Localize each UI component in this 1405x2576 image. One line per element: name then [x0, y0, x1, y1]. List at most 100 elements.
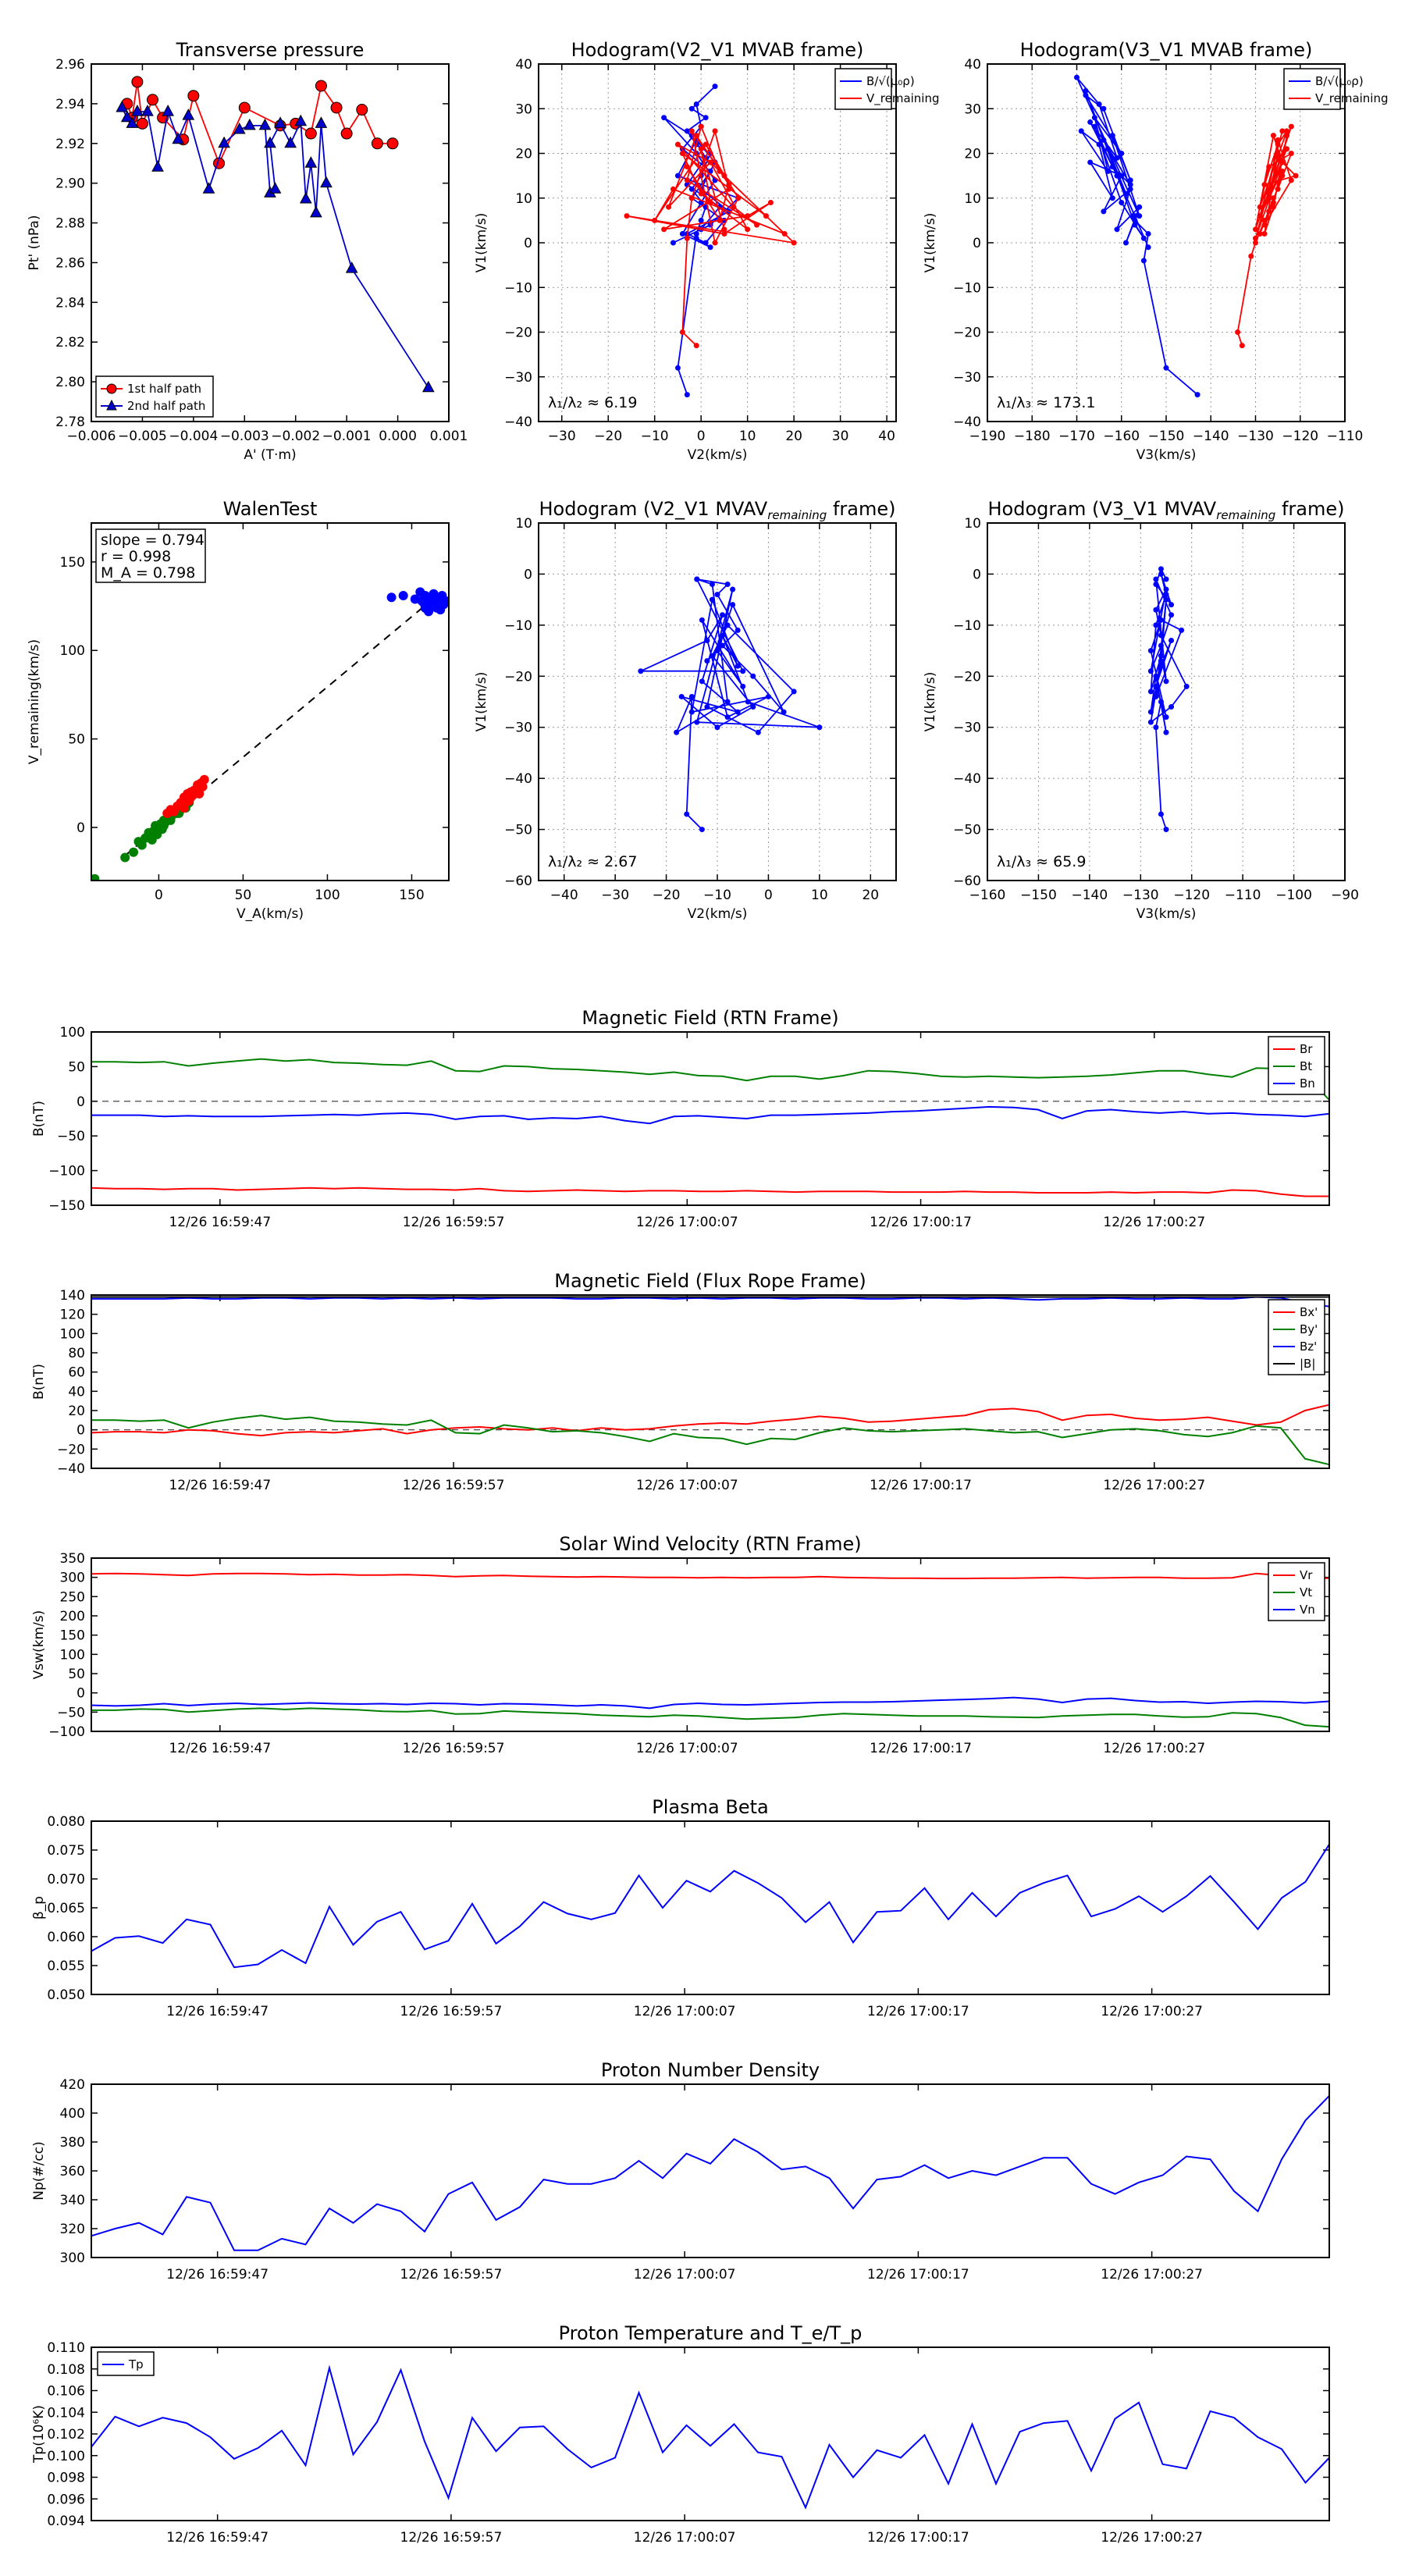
- y-tick-label: 20: [964, 147, 981, 162]
- data-point-b-: [684, 128, 690, 134]
- y-tick-label: 0: [524, 567, 532, 582]
- plot-area: [91, 2364, 1329, 2510]
- x-tick-label: −0.001: [322, 429, 372, 444]
- y-tick-label: 0: [973, 236, 981, 251]
- legend: B/√(μ₀ρ) V_remaining: [1283, 68, 1389, 110]
- y-tick-label: −50: [953, 823, 981, 838]
- data-point-v: [688, 693, 695, 699]
- data-point-b-: [1101, 208, 1107, 215]
- data-point-v: [694, 719, 700, 725]
- y-tick-label: 60: [68, 1365, 85, 1381]
- y-axis-label: β_p: [31, 1896, 47, 1920]
- x-tick-label: −150: [1148, 429, 1185, 444]
- x-tick-label: 12/26 17:00:07: [636, 1215, 738, 1230]
- plot-area: [116, 76, 435, 393]
- data-point-v-remaining: [1257, 231, 1263, 237]
- data-point-v: [724, 699, 731, 705]
- y-axis-label: Tp(10⁶K): [31, 2405, 47, 2464]
- sw_velocity-chart: −100 −50 0 50 100 150 200 250 300 350 12/26 16:59:…: [31, 1533, 1330, 1756]
- hodo_v2v1_mvab-chart: −40 −30 −20 −10 0 10 20 30 40 −30 −20 −10 0 10 20 30 40 H…: [474, 39, 940, 463]
- series-line-tp: [91, 2364, 1329, 2510]
- x-tick-label: 12/26 17:00:07: [636, 1478, 738, 1493]
- data-point-b-: [1132, 213, 1138, 219]
- data-point-b-: [1145, 244, 1151, 251]
- data-point-v-remaining: [1284, 146, 1290, 152]
- y-tick-label: −40: [953, 415, 981, 430]
- y-tick-label: 50: [68, 732, 85, 748]
- data-point-v: [765, 693, 771, 699]
- data-point-blue: [437, 590, 447, 600]
- legend-label: Bt: [1300, 1059, 1312, 1073]
- data-point-v-remaining: [707, 159, 713, 165]
- series-line-vn: [91, 1696, 1329, 1710]
- x-tick-label: 40: [878, 429, 895, 444]
- x-tick-label: −180: [1014, 429, 1051, 444]
- x-axis-label: V2(km/s): [688, 447, 748, 463]
- x-tick-label: 0.001: [430, 429, 468, 444]
- chart-title: Hodogram(V2_V1 MVAB frame): [571, 39, 864, 61]
- data-point-v: [1163, 678, 1169, 685]
- legend: Tp: [97, 2351, 155, 2376]
- data-point-v: [791, 688, 797, 695]
- y-tick-label: 140: [60, 1288, 85, 1304]
- x-tick-label: 12/26 17:00:17: [867, 2267, 969, 2282]
- data-point-1st-half-path: [304, 127, 317, 140]
- data-point-1st-half-path: [131, 76, 144, 88]
- y-tick-label: −30: [953, 370, 981, 386]
- data-point-b-: [707, 244, 713, 251]
- y-tick-label: 40: [964, 57, 981, 73]
- data-point-v-remaining: [1261, 182, 1268, 188]
- data-point-v-remaining: [1284, 133, 1290, 139]
- data-point-b-: [1140, 235, 1147, 241]
- data-point-v-remaining: [726, 186, 732, 192]
- series-line-bt: [91, 1058, 1329, 1101]
- x-tick-label: 150: [399, 888, 424, 903]
- data-point-b-: [1114, 173, 1120, 179]
- data-point-b-: [1109, 164, 1115, 170]
- stats-box: [95, 528, 206, 583]
- data-point-b-: [1101, 137, 1107, 143]
- x-tick-label: 12/26 16:59:47: [169, 1215, 271, 1230]
- data-point-v-remaining: [1275, 155, 1281, 161]
- x-tick-label: 20: [785, 429, 802, 444]
- legend-label: Tp: [128, 2357, 144, 2371]
- y-tick-label: 10: [515, 516, 532, 532]
- y-tick-label: 10: [964, 191, 981, 207]
- y-tick-label: 100: [60, 1326, 85, 1342]
- data-point-b-: [1127, 177, 1133, 183]
- x-tick-label: −20: [594, 429, 622, 444]
- data-point-v-remaining: [745, 226, 751, 233]
- data-point-v: [1153, 693, 1159, 699]
- x-tick-label: −20: [653, 888, 681, 903]
- data-point-v-remaining: [731, 204, 737, 210]
- x-tick-label: −0.004: [169, 429, 218, 444]
- eigen-ratio-annotation: λ₁/λ₃ ≈ 65.9: [997, 853, 1086, 870]
- data-point-v-remaining: [1275, 137, 1281, 143]
- data-point-2nd-half-path: [162, 105, 174, 116]
- data-point-b-: [1127, 182, 1133, 188]
- data-point-v: [1179, 627, 1185, 633]
- data-point-v: [674, 729, 680, 735]
- data-point-v-remaining: [674, 141, 681, 148]
- data-point-v-remaining: [684, 235, 690, 241]
- data-point-green: [152, 830, 162, 840]
- y-tick-label: −100: [48, 1724, 85, 1740]
- data-point-v-remaining: [1261, 217, 1268, 223]
- plot-area: [638, 576, 823, 833]
- y-tick-label: 0.100: [47, 2449, 85, 2464]
- y-tick-label: 2.82: [55, 335, 85, 350]
- y-axis-label: Vsw(km/s): [31, 1610, 47, 1680]
- x-tick-label: 12/26 16:59:47: [166, 2530, 269, 2546]
- y-tick-label: −20: [504, 326, 532, 341]
- x-tick-label: −90: [1331, 888, 1359, 903]
- data-point-v-remaining: [1275, 141, 1281, 148]
- data-point-b-: [1109, 133, 1115, 139]
- y-tick-label: 2.86: [55, 255, 85, 271]
- y-tick-label: −100: [48, 1164, 85, 1179]
- y-tick-label: 0: [76, 1423, 85, 1439]
- data-point-v: [709, 596, 715, 603]
- x-tick-label: 12/26 17:00:27: [1103, 1215, 1205, 1230]
- data-point-v: [1153, 607, 1159, 613]
- y-tick-label: −40: [953, 771, 981, 787]
- data-point-v: [735, 663, 741, 669]
